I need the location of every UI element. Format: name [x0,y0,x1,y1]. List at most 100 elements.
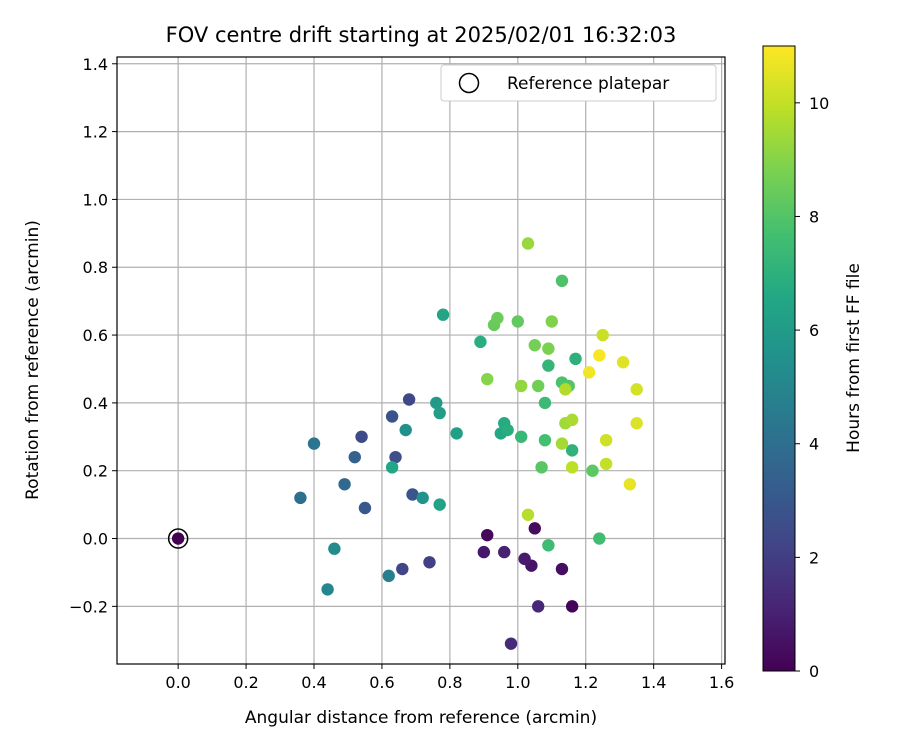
scatter-point [555,274,569,288]
x-tick-label: 1.6 [709,673,734,692]
y-tick-label: 0.2 [83,462,108,481]
scatter-point [481,528,494,542]
colorbar-tick-label: 4 [809,435,819,454]
scatter-point [481,372,494,386]
y-tick-label: 1.0 [83,190,108,209]
colorbar-gradient [762,45,796,672]
scatter-point [450,427,463,440]
x-axis-label: Angular distance from reference (arcmin) [245,708,597,728]
scatter-point [521,237,535,250]
scatter-point [433,406,446,420]
reference-point [171,532,185,545]
scatter-point [528,522,541,535]
y-tick-label: 1.4 [83,55,108,74]
scatter-point [396,562,409,576]
scatter-point [565,413,579,427]
x-tick-label: 1.2 [573,673,598,692]
x-tick-label: 0.2 [233,673,258,692]
scatter-point [559,383,572,396]
scatter-point [355,430,368,443]
scatter-point [586,464,599,477]
scatter-point [569,352,582,366]
scatter-point [348,450,361,464]
scatter-point [294,491,307,505]
y-tick-label: 0.4 [83,394,108,413]
y-tick-label: 1.2 [83,123,108,142]
colorbar-tick-label: 8 [809,207,819,226]
reference-marker [167,528,189,549]
x-tick-label: 0.6 [369,673,394,692]
scatter-point [498,545,511,559]
reference-ring [167,528,189,549]
scatter-point [599,433,613,447]
chart-title: FOV centre drift starting at 2025/02/01 … [166,23,677,47]
y-axis-ticks: −0.2 0.0 0.2 0.4 0.6 0.8 1.0 1.2 1.4 [69,55,117,616]
scatter-point [531,600,545,613]
scatter-point [630,383,643,396]
plot-frame [116,56,726,665]
scatter-point [531,379,545,393]
colorbar: 0 2 4 6 8 10 Hours from first FF file [762,45,864,681]
scatter-point [430,396,443,410]
scatter-point [596,328,609,342]
scatter-point [565,461,579,474]
scatter-point [515,379,528,393]
colorbar-label: Hours from first FF file [844,263,864,453]
y-axis-label: Rotation from reference (arcmin) [23,220,43,500]
colorbar-ticks: 0 2 4 6 8 10 [795,94,829,681]
x-tick-label: 0.0 [165,673,190,692]
scatter-point [474,335,487,349]
scatter-point [623,478,637,491]
colorbar-tick-label: 0 [809,662,819,681]
x-axis-ticks: 0.0 0.2 0.4 0.6 0.8 1.0 1.2 1.4 1.6 [165,664,734,692]
colorbar-tick-label: 10 [809,94,829,113]
scatter-point [491,311,504,325]
scatter-point [358,501,372,515]
scatter-point [593,349,606,362]
scatter-point [477,545,491,559]
y-tick-label: 0.0 [83,530,108,549]
scatter-point [399,423,412,437]
x-tick-label: 1.4 [641,673,666,692]
y-tick-label: 0.6 [83,326,108,345]
legend-box [440,64,717,102]
scatter-point [402,393,416,406]
scatter-point [565,444,579,457]
scatter-point [555,437,569,450]
scatter-point [545,315,558,328]
scatter-point [616,355,630,369]
scatter-point [599,457,613,471]
scatter-point [504,637,518,650]
grid-lines [117,57,725,664]
scatter-point [521,508,535,521]
scatter-point [515,430,528,443]
scatter-point [538,433,552,447]
scatter-point [307,437,321,450]
y-tick-label: 0.8 [83,258,108,277]
scatter-point [582,366,596,379]
colorbar-tick-label: 6 [809,321,819,340]
y-tick-label: −0.2 [69,597,108,616]
scatter-point [385,410,399,423]
scatter-point [555,562,569,576]
scatter-point [565,600,579,613]
scatter-point [416,491,429,505]
x-tick-label: 1.0 [505,673,530,692]
scatter-point [328,542,341,555]
scatter-point [423,556,436,569]
x-tick-label: 0.8 [437,673,462,692]
legend-marker [458,72,480,94]
scatter-point [501,423,514,437]
scatter-point [321,583,334,596]
scatter-point [385,461,399,474]
scatter-point [433,498,446,511]
scatter-point [630,417,643,430]
scatter-point [436,308,450,321]
x-tick-label: 0.4 [301,673,326,692]
legend-label-reference-platepar: Reference platepar [507,74,669,94]
scatter-point [528,339,541,352]
colorbar-tick-label: 2 [809,548,819,567]
scatter-point [535,461,548,474]
scatter-point [542,539,555,552]
